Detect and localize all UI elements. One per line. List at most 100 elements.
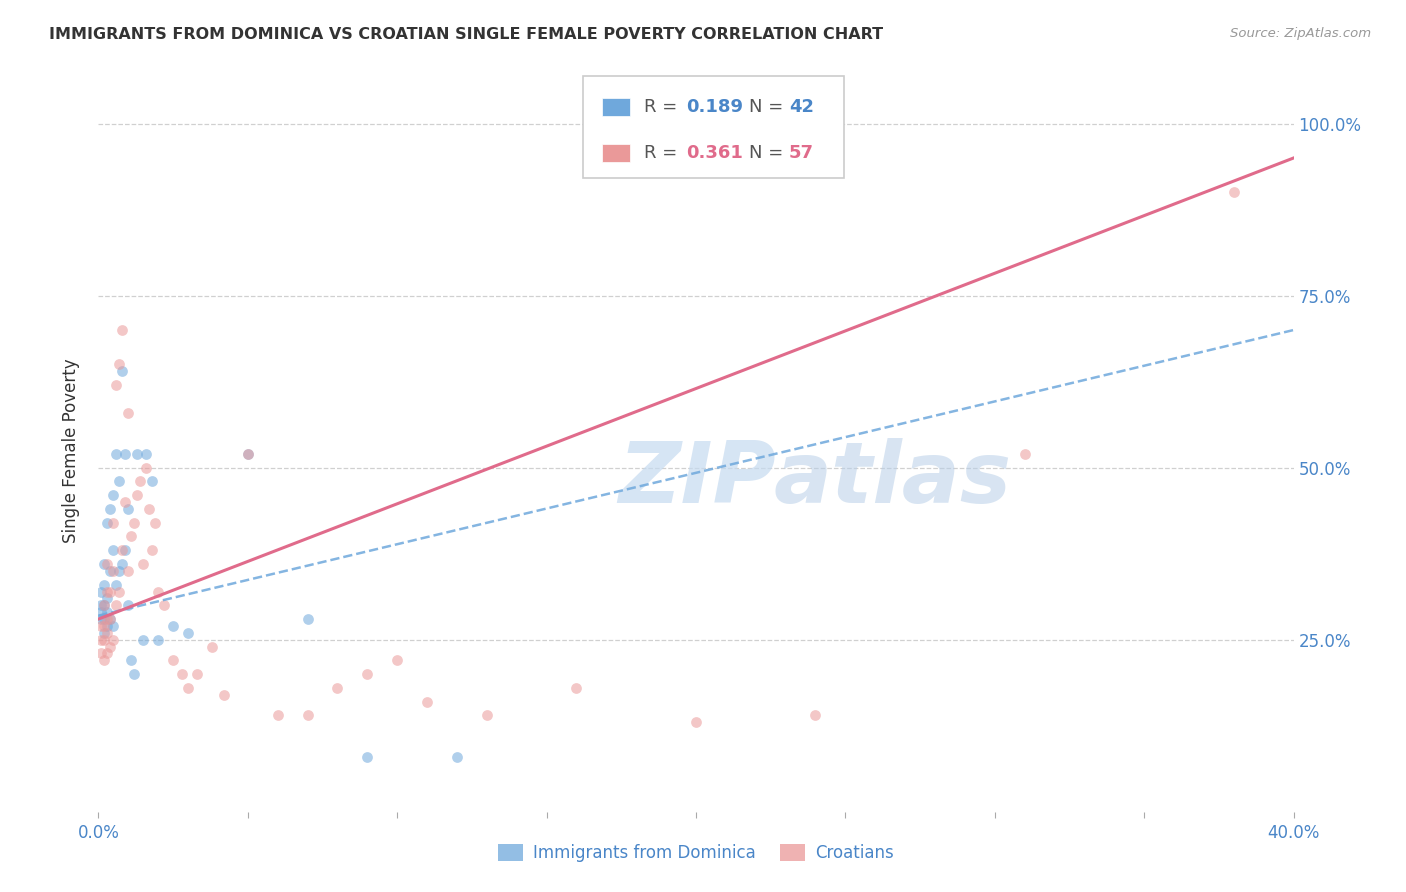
Point	[96, 591, 118, 606]
Point	[93, 557, 115, 571]
Point	[103, 543, 125, 558]
Point	[124, 516, 146, 530]
Point	[90, 647, 112, 661]
Text: 42: 42	[789, 97, 814, 116]
Point	[98, 612, 122, 626]
Point	[1014, 447, 1036, 461]
Point	[177, 681, 200, 695]
Point	[105, 599, 128, 613]
Point	[90, 612, 112, 626]
Point	[90, 632, 112, 647]
Point	[96, 612, 118, 626]
Point	[96, 584, 118, 599]
Point	[326, 681, 349, 695]
Point	[96, 647, 118, 661]
Point	[103, 564, 125, 578]
Point	[90, 619, 112, 633]
Point	[98, 564, 122, 578]
Point	[132, 557, 155, 571]
Point	[96, 605, 118, 619]
Text: 0.361: 0.361	[686, 144, 742, 161]
Point	[356, 749, 378, 764]
Point	[124, 667, 146, 681]
Point	[117, 502, 139, 516]
Point	[111, 323, 134, 337]
Point	[177, 625, 200, 640]
Point	[105, 378, 128, 392]
Point	[93, 577, 115, 591]
Point	[297, 612, 319, 626]
Text: IMMIGRANTS FROM DOMINICA VS CROATIAN SINGLE FEMALE POVERTY CORRELATION CHART: IMMIGRANTS FROM DOMINICA VS CROATIAN SIN…	[49, 27, 883, 42]
Point	[93, 599, 115, 613]
Point	[96, 619, 118, 633]
Point	[135, 447, 157, 461]
Point	[93, 612, 115, 626]
Point	[162, 653, 184, 667]
Point	[103, 516, 125, 530]
Point	[138, 502, 160, 516]
Point	[114, 447, 136, 461]
Point	[446, 749, 468, 764]
Text: 0.189: 0.189	[686, 97, 744, 116]
Point	[96, 625, 118, 640]
Point	[96, 516, 118, 530]
Point	[153, 599, 176, 613]
Point	[105, 577, 128, 591]
Point	[1223, 186, 1246, 200]
Point	[93, 619, 115, 633]
Text: N =: N =	[749, 144, 789, 161]
Point	[117, 406, 139, 420]
Point	[108, 584, 131, 599]
Y-axis label: Single Female Poverty: Single Female Poverty	[62, 359, 80, 542]
Point	[297, 708, 319, 723]
Point	[201, 640, 224, 654]
Point	[93, 625, 115, 640]
Text: atlas: atlas	[773, 438, 1012, 521]
Point	[475, 708, 498, 723]
Text: R =: R =	[644, 144, 683, 161]
Point	[565, 681, 588, 695]
Point	[111, 543, 134, 558]
Point	[416, 695, 439, 709]
Point	[236, 447, 259, 461]
Point	[103, 619, 125, 633]
Point	[108, 475, 131, 489]
Text: ZIP: ZIP	[619, 438, 776, 521]
Point	[90, 605, 112, 619]
Point	[132, 632, 155, 647]
Point	[103, 488, 125, 502]
Point	[129, 475, 152, 489]
Point	[212, 688, 235, 702]
Point	[356, 667, 378, 681]
Point	[135, 460, 157, 475]
Point	[105, 447, 128, 461]
Point	[162, 619, 184, 633]
Point	[141, 543, 163, 558]
Point	[236, 447, 259, 461]
Text: N =: N =	[749, 97, 789, 116]
Text: R =: R =	[644, 97, 683, 116]
Point	[117, 599, 139, 613]
Point	[120, 653, 142, 667]
Point	[93, 632, 115, 647]
Point	[93, 653, 115, 667]
Point	[103, 632, 125, 647]
Point	[98, 502, 122, 516]
Point	[108, 564, 131, 578]
Point	[385, 653, 409, 667]
Text: Source: ZipAtlas.com: Source: ZipAtlas.com	[1230, 27, 1371, 40]
Point	[267, 708, 290, 723]
Point	[108, 358, 131, 372]
Point	[117, 564, 139, 578]
Point	[98, 612, 122, 626]
Point	[90, 584, 112, 599]
Point	[96, 557, 118, 571]
Point	[111, 364, 134, 378]
Point	[114, 495, 136, 509]
Point	[186, 667, 208, 681]
Point	[90, 599, 112, 613]
Point	[93, 599, 115, 613]
Point	[804, 708, 827, 723]
Point	[127, 488, 149, 502]
Point	[120, 529, 142, 543]
